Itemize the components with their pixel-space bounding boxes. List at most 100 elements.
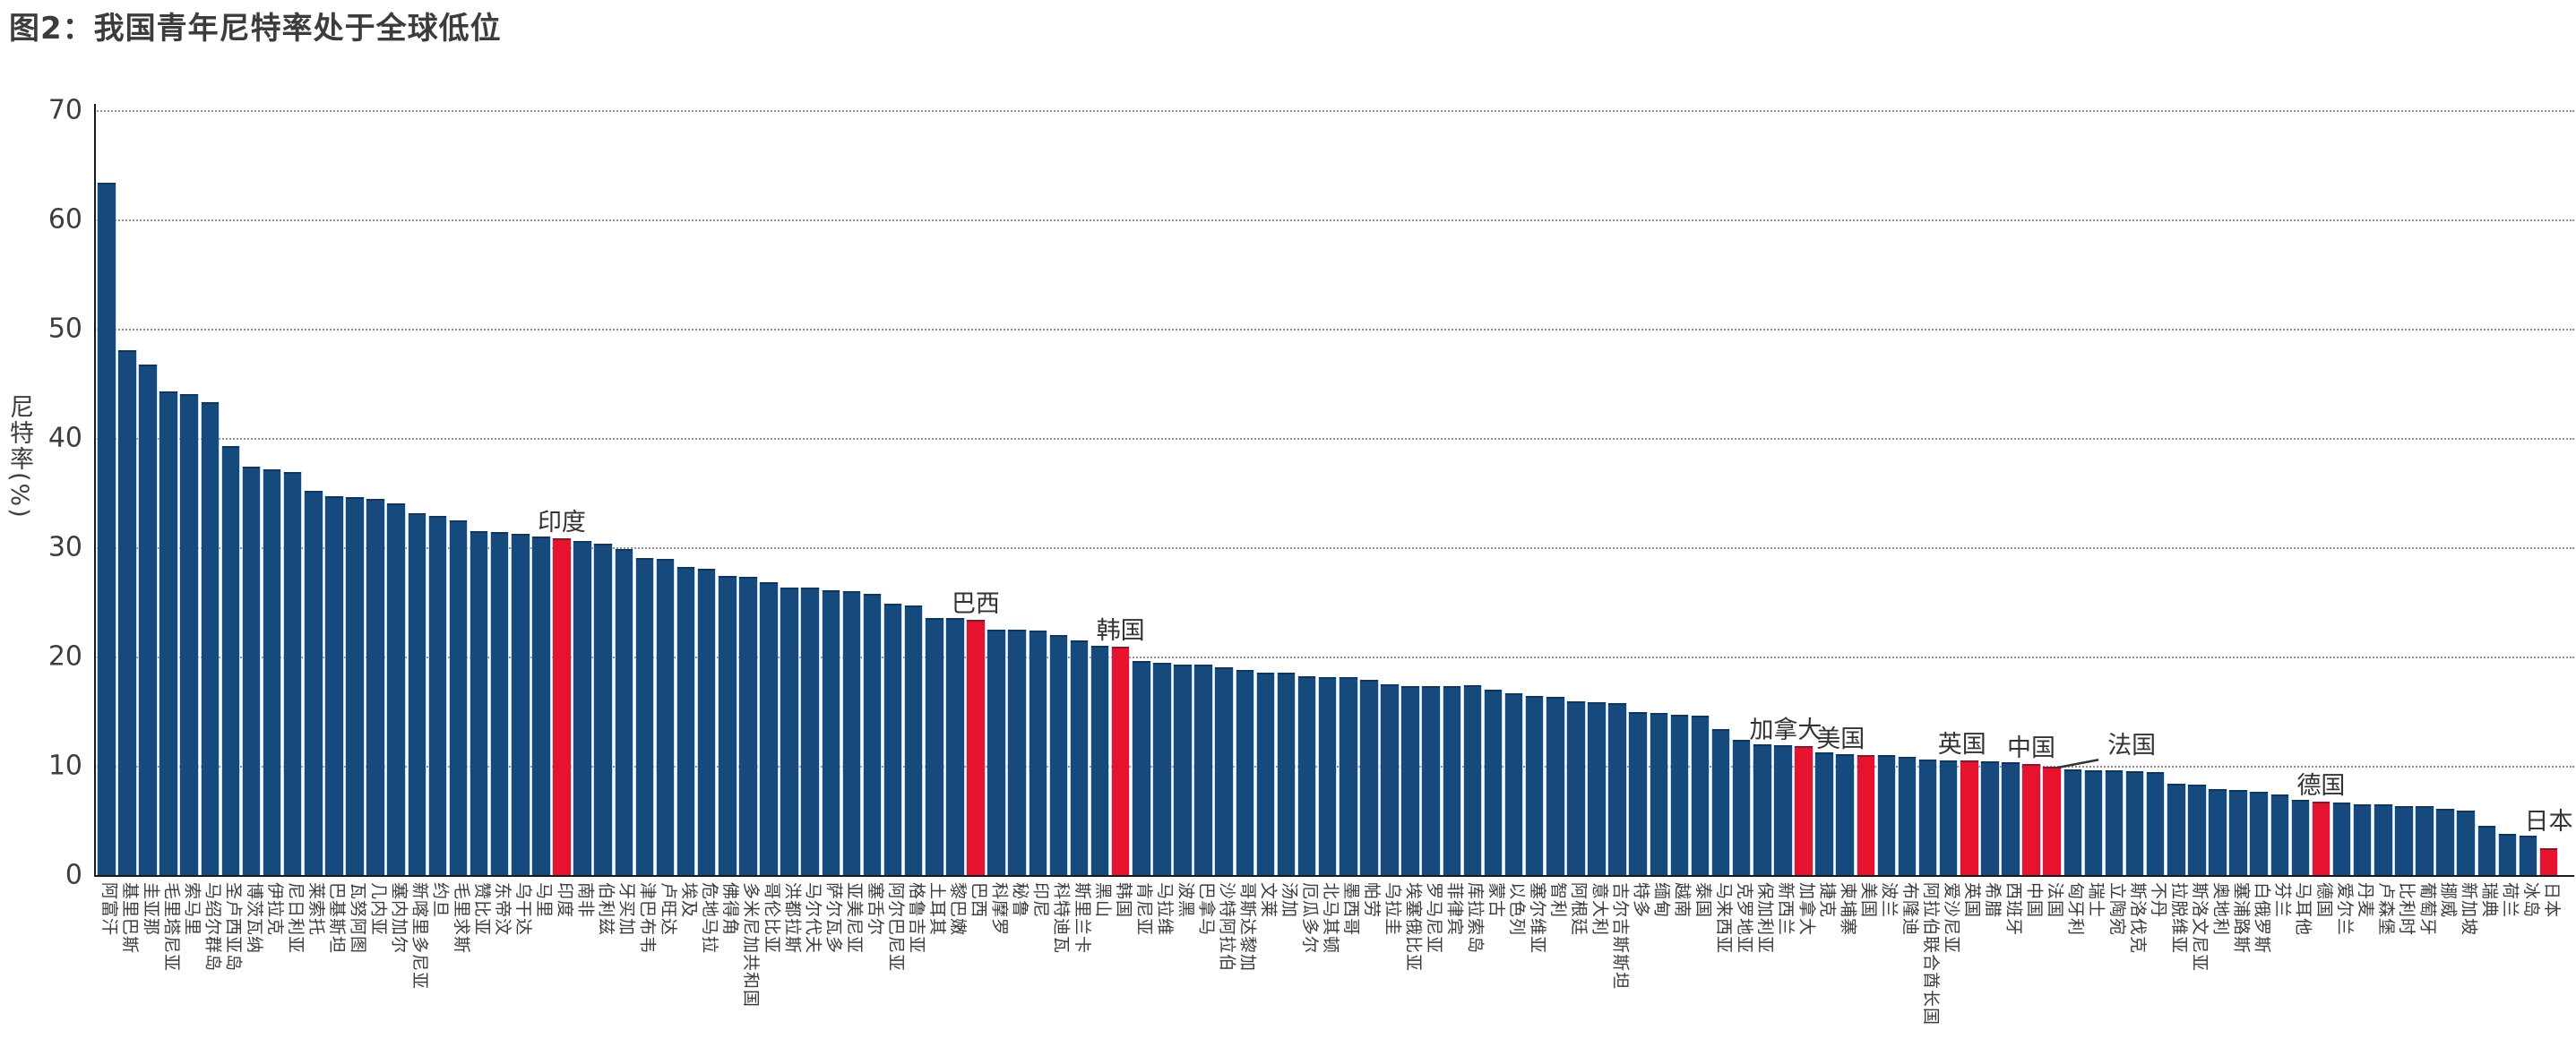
bar-特多 — [1629, 712, 1647, 877]
bar-吉尔吉斯斯坦 — [1608, 703, 1626, 877]
annotation-日本: 日本 — [2524, 807, 2573, 836]
x-label-加拿大: 加拿大 — [1796, 882, 1817, 937]
annotation-中国: 中国 — [2007, 734, 2056, 762]
x-label-约旦: 约旦 — [430, 882, 451, 919]
bar-巴拿马 — [1194, 664, 1212, 877]
annotation-韩国: 韩国 — [1096, 617, 1145, 646]
x-label-巴拿马: 巴拿马 — [1196, 882, 1217, 937]
x-label-吉尔吉斯斯坦: 吉尔吉斯斯坦 — [1610, 882, 1631, 991]
bar-蒙古 — [1484, 689, 1503, 877]
x-label-哥斯达黎加: 哥斯达黎加 — [1237, 882, 1258, 973]
annotation-英国: 英国 — [1937, 730, 1986, 759]
bar-科特迪瓦 — [1049, 634, 1068, 877]
x-label-匈牙利: 匈牙利 — [2065, 882, 2086, 937]
y-tick-label: 30 — [47, 531, 82, 563]
bar-斯洛文尼亚 — [2188, 784, 2206, 877]
bar-斯里兰卡 — [1070, 640, 1089, 877]
bar-加拿大 — [1795, 746, 1813, 877]
x-label-厄瓜多尔: 厄瓜多尔 — [1299, 882, 1320, 955]
x-label-爱尔兰: 爱尔兰 — [2334, 882, 2355, 937]
bar-意大利 — [1588, 702, 1606, 877]
x-label-洪都拉斯: 洪都拉斯 — [782, 882, 803, 955]
y-tick-label: 10 — [47, 750, 82, 782]
annotation-巴西: 巴西 — [951, 589, 1000, 618]
bar-白俄罗斯 — [2250, 792, 2268, 877]
x-label-博茨瓦纳: 博茨瓦纳 — [244, 882, 264, 955]
bar-新加坡 — [2457, 811, 2475, 877]
bar-西班牙 — [2002, 762, 2020, 877]
gridline-60 — [94, 219, 2574, 221]
x-label-阿尔巴尼亚: 阿尔巴尼亚 — [885, 882, 906, 973]
x-label-秘鲁: 秘鲁 — [1010, 882, 1030, 919]
x-label-乌拉圭: 乌拉圭 — [1383, 882, 1403, 937]
bar-乌干达 — [512, 534, 530, 877]
x-label-柬埔寨: 柬埔寨 — [1838, 882, 1858, 937]
bar-保加利亚 — [1753, 743, 1771, 877]
x-label-科特迪瓦: 科特迪瓦 — [1051, 882, 1072, 955]
x-label-伯利兹: 伯利兹 — [596, 882, 616, 937]
bar-拉脱维亚 — [2167, 783, 2185, 877]
x-label-阿富汗: 阿富汗 — [99, 882, 120, 937]
bar-墨西哥 — [1340, 677, 1357, 877]
bar-埃塞俄比亚 — [1401, 685, 1419, 877]
bar-瑞典 — [2477, 826, 2495, 877]
x-label-斯里兰卡: 斯里兰卡 — [1072, 882, 1092, 955]
bar-伯利兹 — [594, 544, 612, 877]
bar-韩国 — [1111, 647, 1130, 877]
bar-牙买加 — [615, 549, 633, 877]
x-label-克罗地亚: 克罗地亚 — [1734, 882, 1754, 955]
bar-帕劳 — [1360, 679, 1378, 877]
bar-洪都拉斯 — [780, 588, 798, 877]
x-label-巴西: 巴西 — [969, 882, 989, 919]
bar-汤加 — [1277, 673, 1296, 877]
x-label-阿拉伯联合酋长国: 阿拉伯联合酋长国 — [1920, 882, 1941, 1026]
bar-塞尔维亚 — [1525, 695, 1544, 877]
bar-马尔代夫 — [801, 588, 819, 877]
y-tick-label: 50 — [47, 313, 82, 345]
y-axis-line — [94, 104, 96, 877]
bar-希腊 — [1981, 761, 1999, 877]
x-label-泰国: 泰国 — [1693, 882, 1713, 919]
bar-塞舌尔 — [863, 594, 882, 877]
bar-芬兰 — [2270, 794, 2288, 877]
x-label-德国: 德国 — [2313, 882, 2334, 919]
x-label-土耳其: 土耳其 — [927, 882, 948, 937]
bar-塞内加尔 — [387, 503, 405, 877]
y-tick-label: 0 — [65, 859, 82, 891]
bar-捷克 — [1815, 752, 1833, 877]
x-label-科摩罗: 科摩罗 — [989, 882, 1010, 937]
x-label-挪威: 挪威 — [2438, 882, 2459, 919]
x-label-墨西哥: 墨西哥 — [1341, 882, 1362, 937]
bar-萨尔瓦多 — [822, 589, 840, 877]
bar-毛里求斯 — [449, 519, 468, 877]
x-label-比利时: 比利时 — [2397, 882, 2417, 937]
x-label-塞内加尔: 塞内加尔 — [389, 882, 409, 955]
bar-库拉索岛 — [1463, 684, 1482, 877]
x-label-北马其顿: 北马其顿 — [1320, 882, 1340, 955]
bar-秘鲁 — [1008, 629, 1026, 877]
x-label-库拉索岛: 库拉索岛 — [1465, 882, 1486, 955]
x-label-萨尔瓦多: 萨尔瓦多 — [823, 882, 844, 955]
x-label-瑞士: 瑞士 — [2086, 882, 2106, 919]
bar-爱沙尼亚 — [1939, 760, 1958, 877]
bar-爱尔兰 — [2332, 803, 2351, 877]
x-label-瑞典: 瑞典 — [2479, 882, 2500, 919]
bar-缅甸 — [1650, 713, 1667, 877]
bar-葡萄牙 — [2416, 806, 2434, 877]
x-label-汤加: 汤加 — [1279, 882, 1299, 919]
bar-土耳其 — [926, 618, 943, 877]
bar-巴西 — [967, 619, 985, 877]
bar-卢森堡 — [2374, 803, 2392, 877]
bar-丹麦 — [2353, 803, 2372, 877]
bar-哥伦比亚 — [760, 582, 778, 877]
bar-马里 — [532, 536, 550, 877]
bar-文莱 — [1256, 673, 1275, 877]
x-label-佛得角: 佛得角 — [720, 882, 741, 937]
x-label-马拉维: 马拉维 — [1155, 882, 1176, 937]
x-label-马耳他: 马耳他 — [2293, 882, 2313, 937]
x-label-东帝汶: 东帝汶 — [492, 882, 513, 937]
bar-立陶宛 — [2105, 769, 2124, 877]
bar-东帝汶 — [490, 531, 509, 877]
bar-阿根廷 — [1567, 701, 1585, 877]
y-tick-label: 40 — [47, 422, 82, 454]
